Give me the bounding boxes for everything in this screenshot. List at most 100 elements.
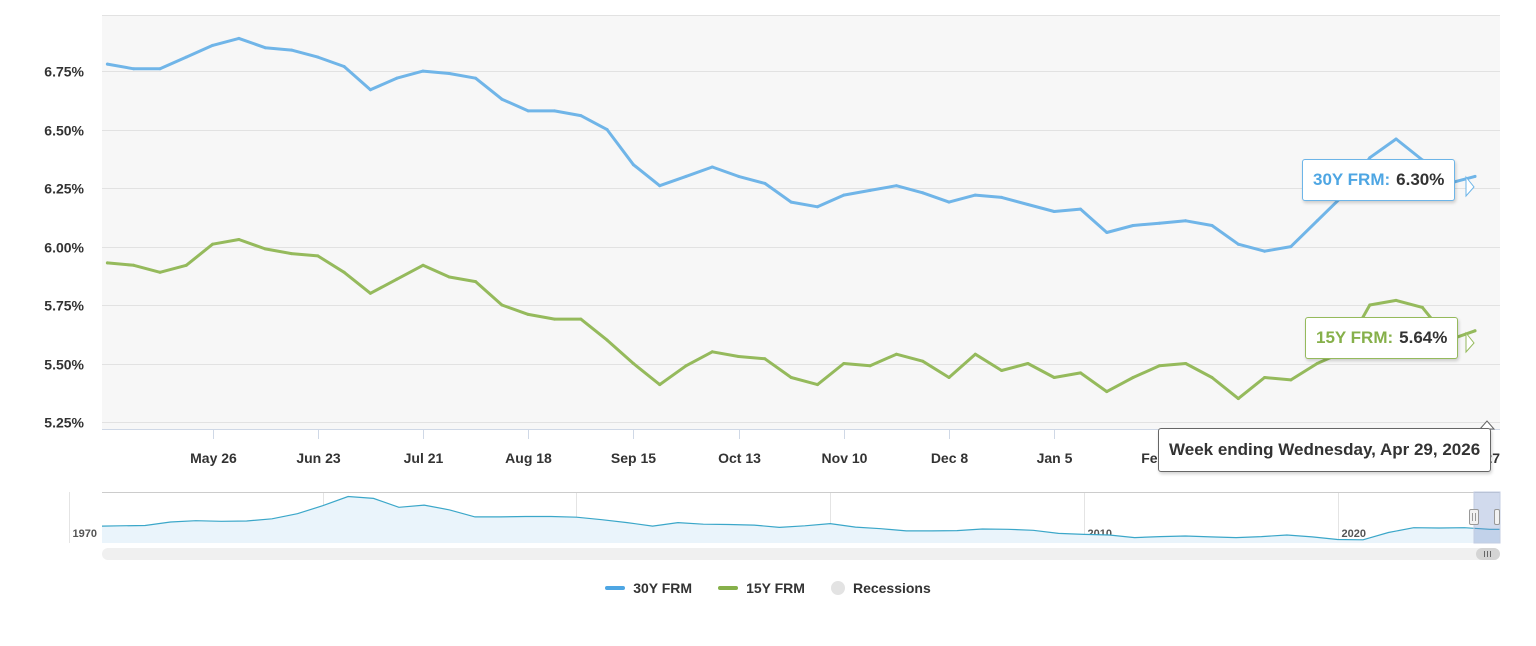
data-point-15y[interactable] (184, 263, 188, 267)
data-point-15y[interactable] (684, 364, 688, 368)
data-point-30y[interactable] (158, 67, 162, 71)
data-point-30y[interactable] (1210, 224, 1214, 227)
data-point-15y[interactable] (842, 362, 846, 365)
data-point-30y[interactable] (1368, 156, 1372, 160)
data-point-30y[interactable] (395, 76, 399, 80)
data-point-15y[interactable] (1131, 376, 1135, 379)
data-point-30y[interactable] (658, 184, 662, 188)
data-point-30y[interactable] (868, 188, 872, 192)
data-point-15y[interactable] (737, 355, 741, 358)
data-point-30y[interactable] (237, 36, 241, 40)
data-point-15y[interactable] (816, 383, 819, 387)
data-point-30y[interactable] (816, 205, 819, 209)
data-point-15y[interactable] (211, 242, 215, 246)
data-point-15y[interactable] (789, 376, 793, 379)
data-point-30y[interactable] (579, 114, 583, 118)
data-point-30y[interactable] (710, 165, 714, 169)
data-point-15y[interactable] (553, 317, 556, 321)
data-point-15y[interactable] (263, 247, 267, 251)
data-point-15y[interactable] (500, 303, 504, 307)
data-point-15y[interactable] (605, 338, 609, 342)
data-point-15y[interactable] (1079, 371, 1082, 375)
scrollbar-track[interactable] (102, 548, 1500, 560)
data-point-15y[interactable] (579, 317, 583, 321)
data-point-15y[interactable] (1157, 364, 1161, 368)
navigator-handle-right[interactable] (1494, 509, 1500, 525)
data-point-15y[interactable] (132, 263, 136, 267)
data-point-30y[interactable] (947, 200, 951, 204)
data-point-15y[interactable] (894, 352, 898, 356)
legend-item-15y[interactable]: 15Y FRM (718, 580, 805, 596)
data-point-30y[interactable] (500, 97, 504, 101)
data-point-30y[interactable] (1079, 207, 1082, 211)
data-point-30y[interactable] (842, 193, 846, 197)
data-point-30y[interactable] (1236, 242, 1240, 246)
data-point-15y[interactable] (368, 291, 372, 295)
data-point-30y[interactable] (1157, 221, 1161, 225)
data-point-30y[interactable] (921, 191, 925, 195)
data-point-30y[interactable] (290, 48, 293, 52)
data-point-30y[interactable] (421, 69, 425, 73)
data-point-15y[interactable] (1105, 390, 1109, 394)
data-point-15y[interactable] (1052, 376, 1056, 379)
data-point-15y[interactable] (526, 312, 530, 316)
data-point-30y[interactable] (1289, 245, 1293, 249)
mortgage-rate-chart[interactable]: 5.25% 5.50% 5.75% 6.00% 6.25% 6.50% 6.75% May … (0, 0, 1536, 560)
data-point-15y[interactable] (447, 275, 451, 279)
series-lines[interactable] (105, 36, 1496, 430)
data-point-30y[interactable] (342, 65, 346, 68)
data-point-30y[interactable] (263, 46, 267, 50)
data-point-15y[interactable] (1184, 362, 1188, 365)
data-point-15y[interactable] (1473, 329, 1477, 333)
data-point-15y[interactable] (1420, 305, 1424, 309)
data-point-15y[interactable] (158, 270, 162, 274)
data-point-30y[interactable] (631, 163, 635, 167)
data-point-15y[interactable] (710, 350, 714, 354)
data-point-15y[interactable] (1026, 362, 1030, 365)
data-point-30y[interactable] (1263, 249, 1267, 253)
data-point-30y[interactable] (1026, 203, 1030, 206)
data-point-15y[interactable] (395, 277, 399, 281)
data-point-30y[interactable] (763, 181, 767, 185)
data-point-15y[interactable] (237, 238, 241, 241)
data-point-30y[interactable] (1000, 195, 1004, 199)
legend-item-30y[interactable]: 30Y FRM (605, 580, 692, 596)
data-point-30y[interactable] (894, 184, 898, 188)
data-point-30y[interactable] (316, 55, 320, 59)
data-point-30y[interactable] (789, 200, 793, 204)
data-point-15y[interactable] (763, 357, 767, 361)
data-point-15y[interactable] (1394, 298, 1398, 302)
data-point-15y[interactable] (421, 263, 425, 267)
data-point-15y[interactable] (1210, 376, 1214, 379)
data-point-30y[interactable] (1105, 231, 1109, 234)
data-point-30y[interactable] (1131, 224, 1135, 227)
data-point-15y[interactable] (921, 359, 925, 363)
data-point-30y[interactable] (737, 174, 741, 178)
data-point-30y[interactable] (526, 109, 530, 113)
data-point-30y[interactable] (973, 193, 977, 197)
data-point-15y[interactable] (1368, 303, 1372, 307)
data-point-30y[interactable] (211, 43, 215, 47)
data-point-30y[interactable] (105, 62, 109, 66)
data-point-30y[interactable] (1473, 174, 1477, 178)
data-point-15y[interactable] (947, 376, 951, 379)
data-point-30y[interactable] (1052, 210, 1056, 213)
legend-item-recessions[interactable]: Recessions (830, 580, 931, 596)
data-point-15y[interactable] (658, 383, 662, 387)
data-point-15y[interactable] (105, 261, 109, 265)
data-point-15y[interactable] (868, 364, 872, 368)
data-point-15y[interactable] (342, 270, 346, 274)
data-point-15y[interactable] (631, 362, 635, 365)
data-point-30y[interactable] (1315, 219, 1319, 223)
data-point-30y[interactable] (605, 128, 609, 132)
range-navigator[interactable]: 197019801990200020102020 (69, 491, 1501, 560)
data-point-15y[interactable] (316, 254, 320, 258)
data-point-30y[interactable] (1184, 219, 1188, 223)
data-point-30y[interactable] (447, 72, 451, 75)
data-point-30y[interactable] (368, 88, 372, 92)
data-point-30y[interactable] (132, 67, 136, 71)
data-point-15y[interactable] (1000, 369, 1004, 372)
data-point-30y[interactable] (553, 109, 556, 113)
data-point-30y[interactable] (184, 55, 188, 59)
data-point-30y[interactable] (474, 76, 478, 80)
